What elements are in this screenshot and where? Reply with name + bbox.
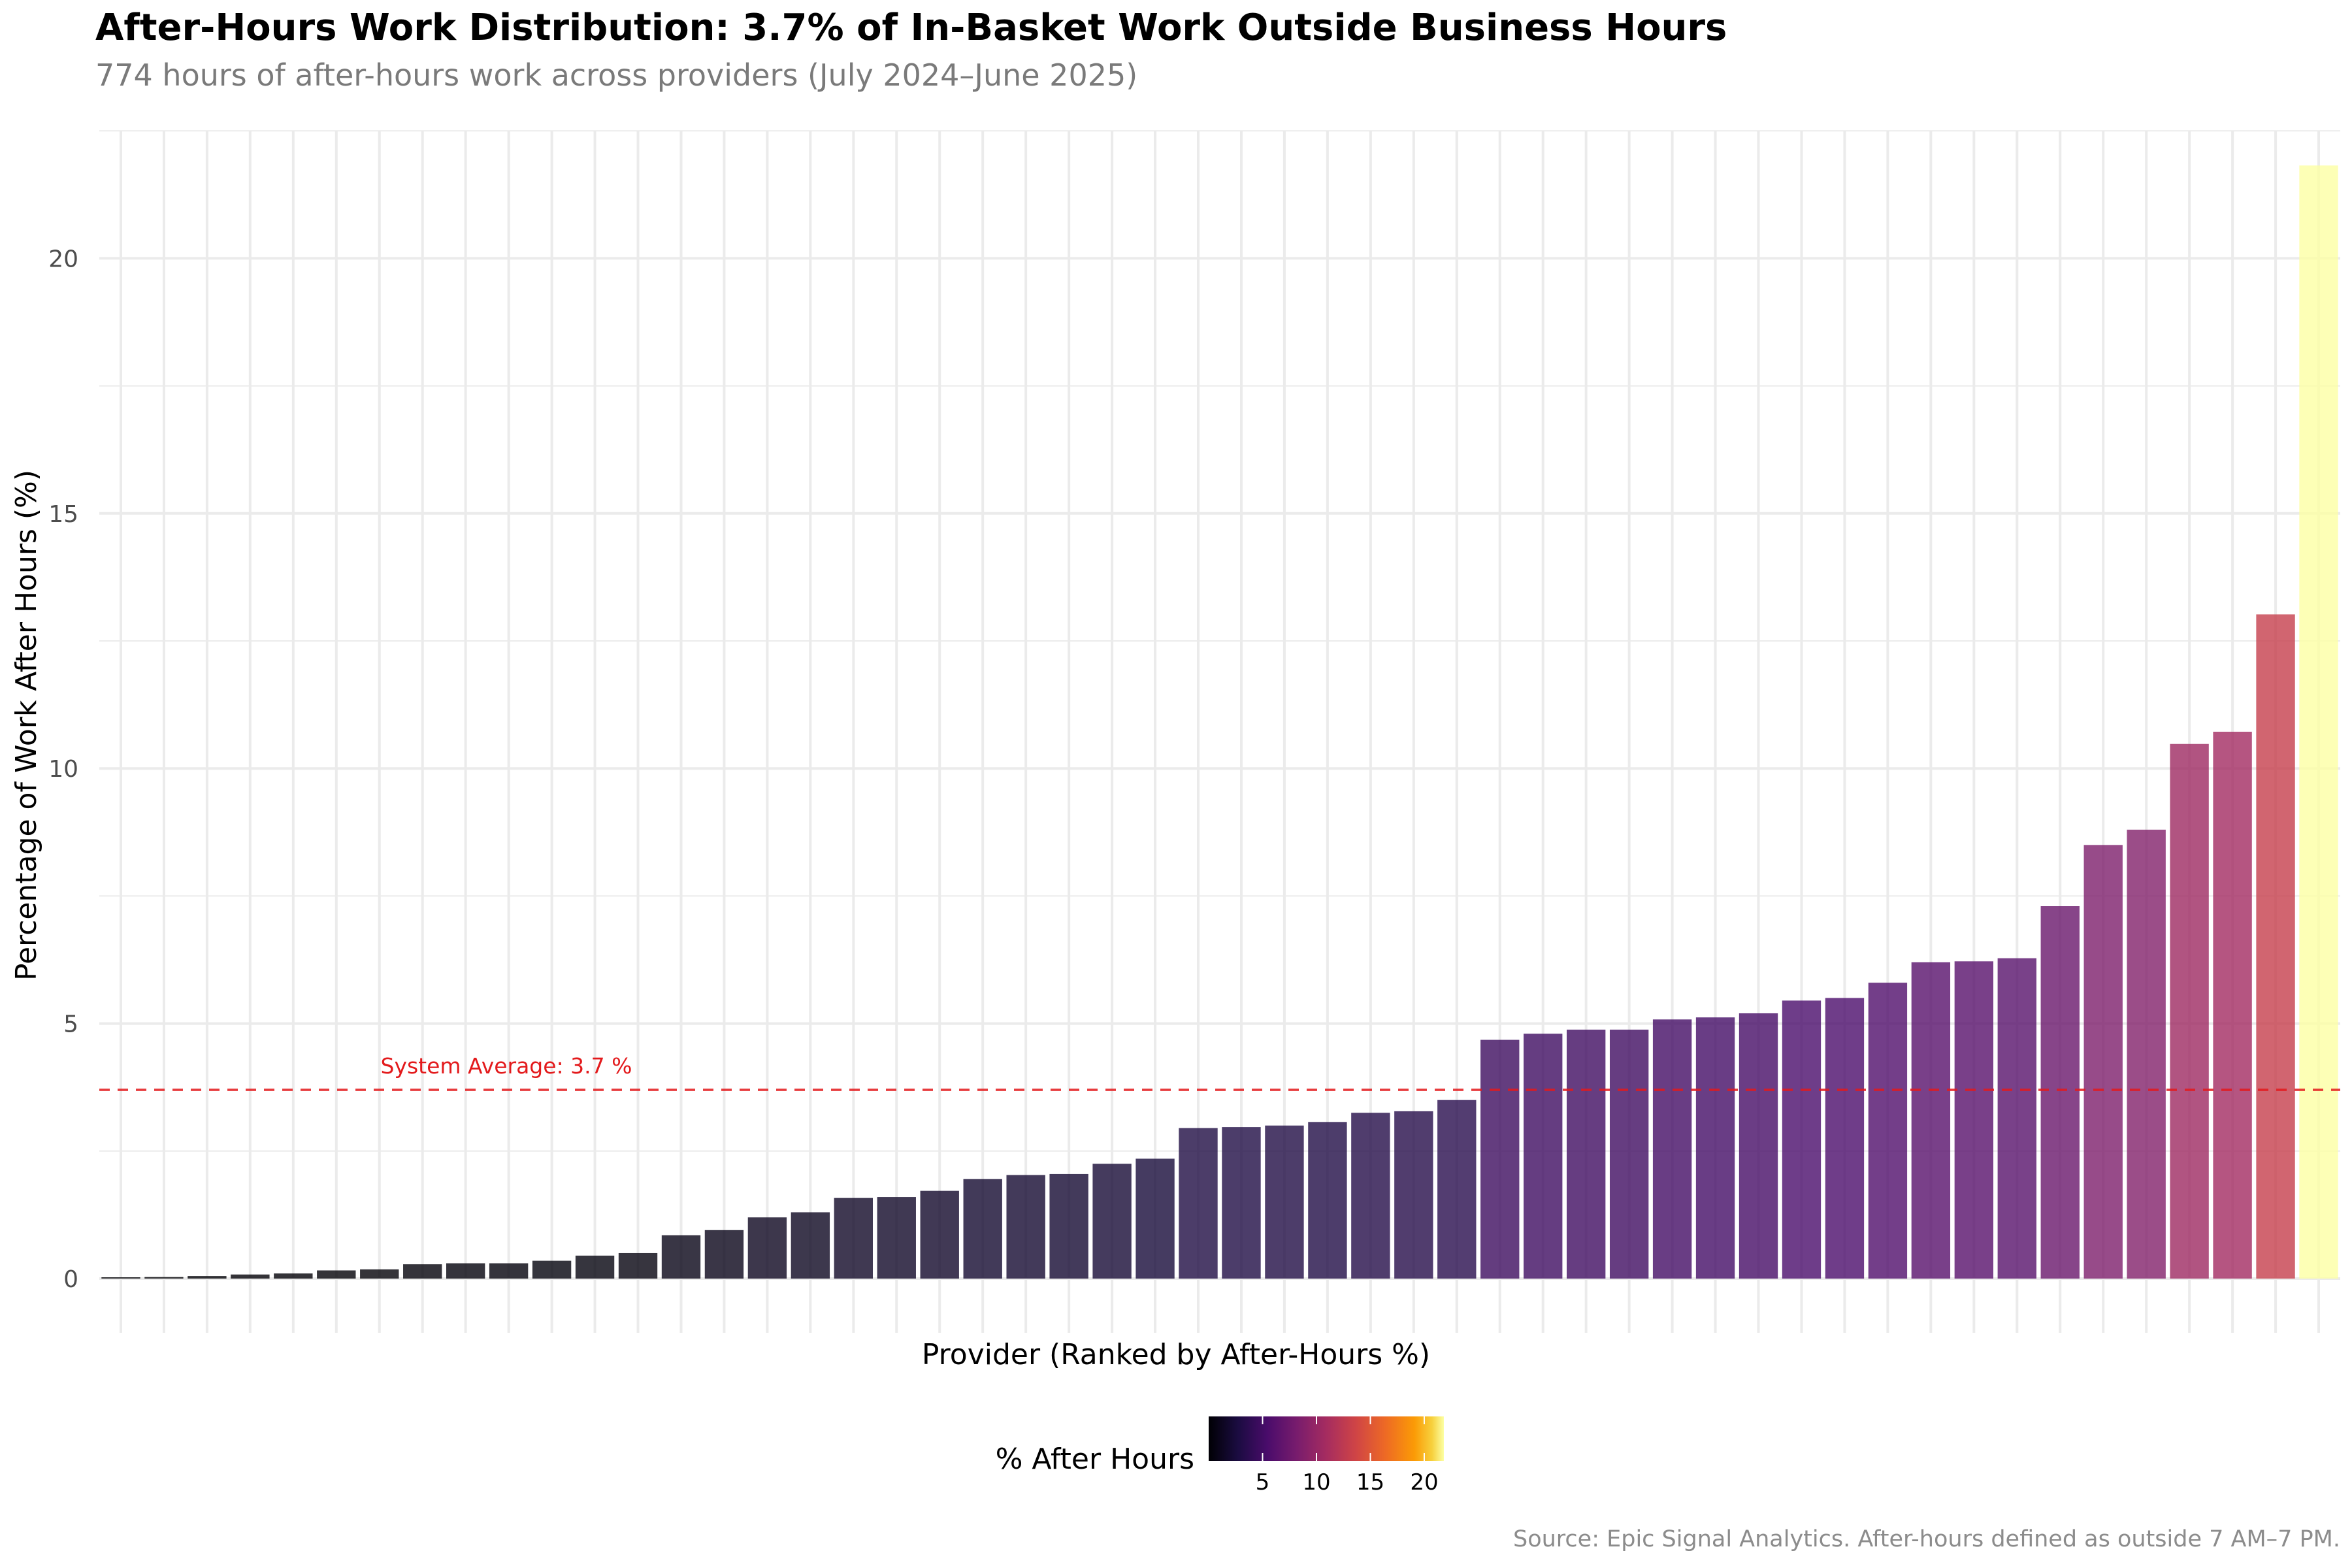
bar (1609, 1029, 1649, 1279)
bar (2213, 731, 2252, 1279)
bar (920, 1190, 959, 1279)
bar (188, 1276, 227, 1279)
reference-line-label: System Average: 3.7 % (381, 1053, 632, 1079)
bar (1868, 983, 1908, 1279)
bar (274, 1273, 313, 1279)
bar (1092, 1164, 1132, 1279)
bar (317, 1270, 356, 1279)
bar (1739, 1013, 1778, 1279)
bar (231, 1274, 270, 1279)
bar (1652, 1019, 1692, 1279)
bar (1997, 958, 2036, 1279)
bar (834, 1198, 874, 1279)
y-axis-title: Percentage of Work After Hours (%) (10, 470, 43, 981)
bar (963, 1179, 1002, 1279)
legend-tick-label: 15 (1356, 1469, 1384, 1495)
y-tick-label: 20 (48, 246, 78, 272)
bar (1179, 1128, 1218, 1279)
bar (1135, 1158, 1175, 1279)
bar (1524, 1034, 1563, 1279)
chart-subtitle: 774 hours of after-hours work across pro… (95, 57, 1138, 93)
bars (101, 165, 2338, 1279)
bar (1006, 1175, 1045, 1279)
bar (2299, 165, 2338, 1279)
bar (791, 1212, 830, 1279)
y-tick-label: 0 (63, 1266, 78, 1293)
bar (446, 1263, 485, 1279)
bar (2083, 845, 2123, 1279)
bar (618, 1252, 658, 1279)
bar (2256, 614, 2295, 1279)
bar (747, 1217, 787, 1279)
legend-tick-label: 10 (1302, 1469, 1330, 1495)
bar (2170, 743, 2209, 1279)
chart-title: After-Hours Work Distribution: 3.7% of I… (95, 7, 1727, 49)
bar (1566, 1029, 1606, 1279)
bar (1911, 962, 1951, 1279)
bar (1480, 1039, 1520, 1279)
bar (489, 1263, 529, 1279)
bar (101, 1277, 140, 1279)
x-axis-title: Provider (Ranked by After-Hours %) (922, 1338, 1430, 1371)
legend-colorbar (1209, 1416, 1444, 1461)
bar (1695, 1017, 1735, 1279)
bar (704, 1230, 744, 1279)
bar (1437, 1100, 1477, 1279)
bar (1308, 1122, 1347, 1279)
legend-tick-label: 20 (1410, 1469, 1438, 1495)
reference-line-group: System Average: 3.7 % (99, 1053, 2340, 1091)
bar (360, 1269, 399, 1279)
bar (575, 1255, 615, 1279)
bar (1782, 1000, 1821, 1279)
y-tick-label: 15 (48, 501, 78, 528)
legend-title: % After Hours (996, 1443, 1194, 1476)
y-tick-label: 5 (63, 1011, 78, 1038)
bar (1222, 1127, 1261, 1279)
bar (1825, 998, 1865, 1279)
legend-tick-label: 5 (1256, 1469, 1270, 1495)
bar (1265, 1125, 1304, 1279)
bar (661, 1235, 701, 1279)
chart-caption: Source: Epic Signal Analytics. After-hou… (1512, 1526, 2340, 1552)
bar (2127, 829, 2166, 1279)
color-legend: % After Hours 5 10 15 20 (996, 1416, 1444, 1495)
bar (2040, 906, 2080, 1279)
bar (532, 1260, 572, 1279)
bar (1049, 1173, 1088, 1279)
bar (1351, 1113, 1390, 1279)
bar (1394, 1111, 1433, 1279)
bar (403, 1264, 442, 1279)
y-axis-ticks: 0 5 10 15 20 (48, 246, 78, 1293)
y-tick-label: 10 (48, 756, 78, 783)
bar (144, 1277, 184, 1279)
bar (1954, 961, 1994, 1279)
bar (877, 1197, 916, 1279)
